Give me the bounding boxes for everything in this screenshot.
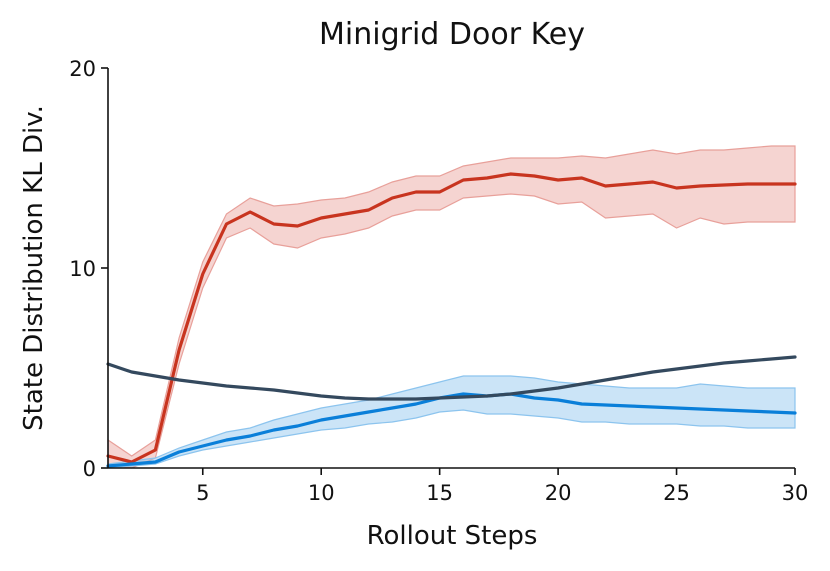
- chart-title: Minigrid Door Key: [319, 17, 585, 52]
- y-tick-label: 0: [83, 457, 96, 481]
- y-tick-label: 10: [69, 257, 96, 281]
- y-tick-label: 20: [69, 57, 96, 81]
- x-tick-label: 30: [782, 481, 809, 505]
- series-3-line: [106, 355, 797, 401]
- x-tick-label: 15: [426, 481, 453, 505]
- x-tick-label: 5: [196, 481, 209, 505]
- y-axis-label: State Distribution KL Div.: [19, 105, 49, 431]
- series-1-line: [106, 172, 797, 464]
- x-tick-label: 10: [308, 481, 335, 505]
- series-1-band: [107, 145, 796, 469]
- x-axis-label: Rollout Steps: [367, 521, 538, 551]
- confidence-bands: [107, 145, 796, 469]
- x-tick-label: 20: [545, 481, 572, 505]
- series-lines: [106, 172, 797, 468]
- axes: 5 10 15 20 25 30 0 10 20: [69, 57, 808, 505]
- x-tick-label: 25: [663, 481, 690, 505]
- series-2-band: [107, 375, 796, 469]
